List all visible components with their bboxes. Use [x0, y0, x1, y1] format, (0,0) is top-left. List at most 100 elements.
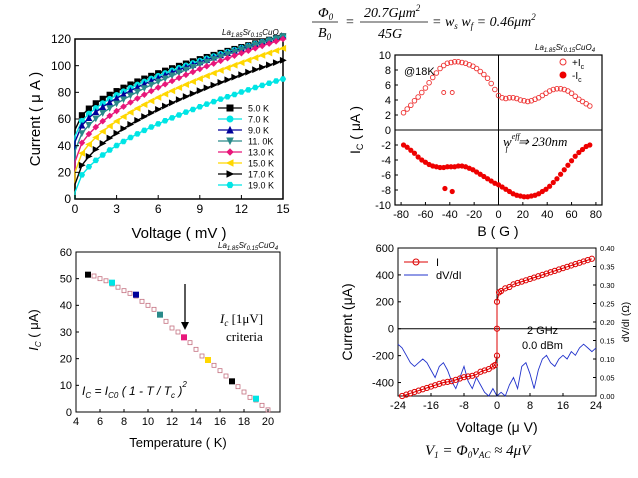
ic-data-point: [259, 402, 265, 408]
y-tick-label: 40: [60, 300, 72, 312]
iv-point: [452, 376, 459, 383]
y-tick-label: 20: [60, 354, 72, 366]
minus-ic-point: [442, 185, 448, 192]
iv-point: [419, 386, 426, 393]
series-point: [106, 134, 114, 142]
minus-ic-point: [411, 150, 418, 156]
plus-ic-point: [437, 65, 443, 72]
series-point: [203, 101, 210, 107]
series-point: [245, 68, 253, 76]
series-point: [266, 61, 273, 69]
formula-numerator: 20.7Gμm2: [364, 3, 421, 21]
series-point: [238, 49, 245, 57]
series-point: [154, 94, 162, 101]
x-tick-label: -40: [442, 209, 458, 221]
ic-data-point: [211, 362, 217, 368]
series-point: [224, 76, 232, 84]
iv-point: [399, 392, 406, 400]
minus-ic-point: [572, 153, 578, 159]
series-point: [168, 72, 176, 80]
x-tick-label: 15: [276, 202, 290, 216]
series-point: [182, 93, 190, 100]
series-point: [119, 113, 127, 121]
legend-marker: [412, 258, 420, 266]
series-point: [134, 95, 141, 102]
series-point: [217, 53, 225, 61]
series-point: [85, 130, 93, 138]
plus-ic-point: [426, 79, 432, 86]
ic-data-point: [235, 384, 241, 390]
x-tick-label: -60: [417, 209, 433, 221]
criteria-annotation: criteria: [226, 329, 263, 344]
legend-label: 11. 0K: [248, 137, 273, 147]
series-point: [126, 108, 134, 116]
series-point: [147, 97, 155, 105]
iv-point: [465, 373, 472, 380]
plus-ic-point: [492, 86, 498, 93]
series-point: [245, 87, 252, 93]
y-right-tick-label: 0.40: [600, 244, 615, 253]
series-point: [272, 78, 280, 84]
y-tick-label: 0: [64, 192, 71, 206]
series-point: [85, 122, 93, 129]
x-tick-label: 6: [97, 416, 103, 428]
legend-marker: [559, 58, 567, 66]
y-tick-label: -10: [375, 200, 391, 212]
legend-label: I: [436, 257, 439, 269]
series-point: [92, 157, 99, 164]
series-point: [148, 109, 155, 117]
ic-data-point: [121, 288, 127, 294]
iv-point: [551, 267, 558, 274]
series-point: [210, 98, 217, 105]
plus-ic-point: [448, 59, 454, 66]
legend: +Ic-Ic: [559, 58, 585, 84]
series-point: [113, 107, 120, 115]
x-tick-label: -16: [423, 400, 439, 412]
y-tick-label: 0: [388, 324, 394, 336]
series-point: [168, 77, 176, 85]
series-point: [182, 71, 190, 79]
iv-point: [423, 384, 430, 392]
plus-ic-point: [444, 60, 451, 67]
shapiro-iv-panel: -24 -16 -8 0 8 16 24 -400 -200 0 200 400 600 0.00 0.…: [339, 243, 632, 435]
y-tick-label: 40: [58, 139, 72, 153]
series-point: [251, 54, 259, 62]
series-point: [99, 117, 107, 125]
series-point: [230, 61, 238, 69]
y-axis-label: Current (μA): [339, 283, 355, 360]
y-tick-label: 2: [385, 110, 391, 122]
legend-label: -Ic: [572, 71, 582, 84]
y-tick-label: -200: [372, 350, 394, 362]
series-point: [141, 113, 149, 120]
x-tick-label: 40: [541, 209, 553, 221]
iv-point: [531, 274, 538, 281]
plus-ic-point: [400, 109, 407, 116]
x-tick-label: 20: [262, 416, 274, 428]
y-tick-label: 0: [385, 125, 391, 137]
y-right-tick-label: 0.10: [600, 355, 615, 364]
series-point: [182, 109, 190, 115]
series-point: [161, 80, 169, 88]
y-tick-label: -400: [372, 377, 394, 389]
legend-label: dV/dI: [436, 270, 462, 282]
series-point: [279, 35, 287, 43]
y-axis-label: IC ( μA): [26, 309, 43, 350]
ic-data-point: [193, 346, 199, 352]
formula-denominator: 45G: [378, 27, 402, 42]
iv-point: [543, 270, 550, 277]
series-point: [85, 114, 93, 122]
plus-ic-point: [415, 94, 421, 100]
x-tick-label: -80: [393, 209, 409, 221]
x-tick-label: 18: [238, 416, 250, 428]
ic-data-point: [217, 368, 223, 374]
series-point: [99, 110, 107, 117]
series-point: [78, 172, 86, 178]
ic-data-point: [163, 318, 169, 324]
plus-ic-point: [441, 90, 447, 95]
ic-vs-temperature-panel: La1.85Sr0.15CuO4 4 6 8 10 12 14 16 18 20 0 10 20 30…: [26, 241, 281, 450]
legend-marker: [226, 137, 234, 146]
minus-ic-point: [521, 194, 527, 200]
